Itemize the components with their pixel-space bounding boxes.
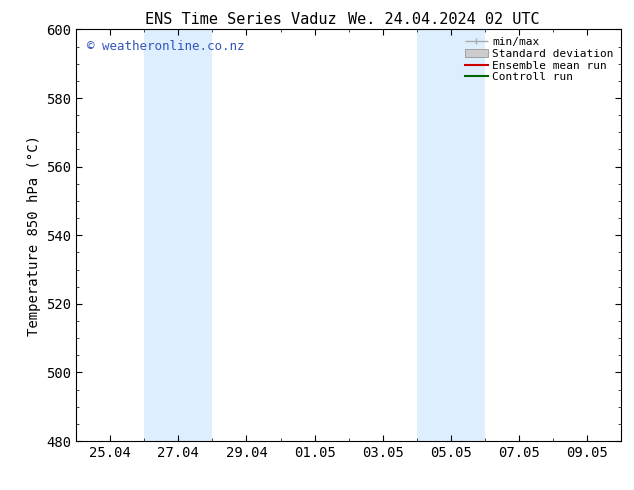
Bar — [144, 29, 212, 441]
Y-axis label: Temperature 850 hPa (°C): Temperature 850 hPa (°C) — [27, 135, 41, 336]
Text: ENS Time Series Vaduz: ENS Time Series Vaduz — [145, 12, 337, 27]
Bar — [417, 29, 485, 441]
Text: We. 24.04.2024 02 UTC: We. 24.04.2024 02 UTC — [348, 12, 540, 27]
Legend: min/max, Standard deviation, Ensemble mean run, Controll run: min/max, Standard deviation, Ensemble me… — [463, 35, 616, 84]
Text: © weatheronline.co.nz: © weatheronline.co.nz — [87, 40, 245, 53]
